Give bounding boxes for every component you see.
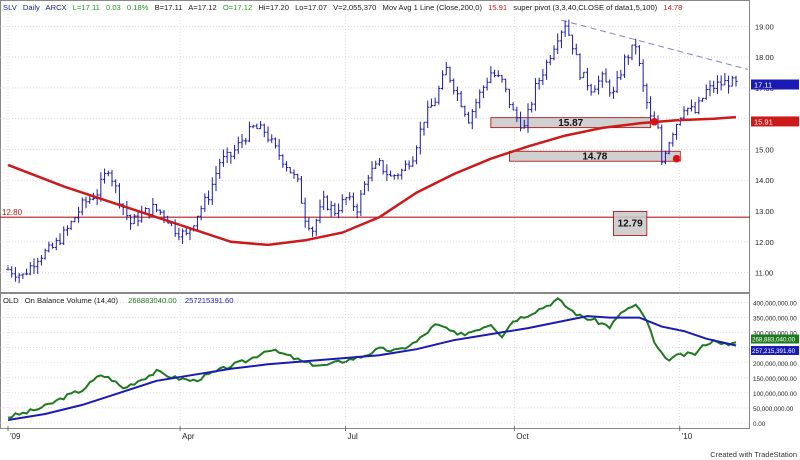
obv-last-value-tag [751, 334, 799, 344]
header-change: 0.03 [106, 3, 121, 12]
obv-value1: 268883040.00 [128, 296, 177, 305]
price-last-value-tag [751, 116, 799, 127]
obv-last-value-tag [751, 346, 799, 356]
price-last-value-tag [751, 79, 799, 90]
price-y-tick-label: 18.00 [755, 53, 774, 62]
pivot-dots [650, 117, 681, 163]
level-label: 14.78 [582, 152, 607, 163]
watermark: Created with TradeStation [710, 450, 797, 459]
price-y-tick-label: 15.00 [755, 145, 774, 154]
x-axis: '09 Apr Jul Oct '10 [7, 14, 693, 441]
header-high: Hi=17.20 [258, 3, 289, 12]
price-panel [0, 0, 750, 293]
obv-panel [0, 293, 750, 429]
price-y-tick-label: 12.00 [755, 238, 774, 247]
header-ma-value: 15.91 [488, 3, 507, 12]
obv-last-value-label: 268,883,040.00 [752, 337, 796, 344]
obv-average-line [7, 315, 737, 421]
level-label: 15.87 [558, 118, 583, 129]
header-bid: B=17.11 [155, 3, 183, 12]
obv-y-axis: 400,000,000.00 350,000,000.00 300,000,000.… [753, 301, 797, 428]
level-label: 12.79 [618, 218, 643, 229]
obv-y-tick-label: 0.00 [753, 421, 766, 428]
pivot-levels: 15.87 14.78 12.79 [490, 117, 681, 236]
header-symbol: SLV [3, 3, 18, 12]
resistance-trendline [561, 19, 749, 70]
obv-y-tick-label: 400,000,000.00 [753, 301, 797, 308]
price-y-tick-label: 11.00 [755, 269, 773, 278]
header-pivot-label: super pivot (3,3,40,CLOSE of data1,5,100… [513, 3, 657, 12]
last-value-tags: 17.11 15.91 268,883,040.00 257,215,391.60 [751, 79, 799, 356]
header-change-pct: 0.18% [127, 3, 149, 12]
header-last: L=17.11 [73, 3, 100, 12]
header-ask: A=17.12 [188, 3, 217, 12]
x-tick-label: Oct [516, 432, 529, 441]
obv-header: OLD On Balance Volume (14,40) 268883040.… [3, 296, 233, 305]
obv-indicator: OLD [3, 296, 19, 305]
obv-y-tick-label: 350,000,000.00 [753, 316, 797, 323]
chart-header: SLV Daily ARCX L=17.11 0.03 0.18% B=17.1… [3, 3, 682, 12]
obv-value2: 257215391.60 [185, 296, 234, 305]
x-tick-label: '09 [10, 432, 21, 441]
obv-line [7, 297, 737, 419]
header-interval: Daily [23, 3, 40, 12]
header-ma-label: Mov Avg 1 Line (Close,200,0) [383, 3, 483, 12]
price-y-tick-label: 19.00 [755, 22, 774, 31]
pivot-dot [672, 154, 681, 163]
obv-y-tick-label: 200,000,000.00 [753, 361, 797, 368]
price-y-tick-label: 13.00 [755, 207, 774, 216]
price-y-axis: 19.0018.0017.0016.0015.0014.0013.0012.00… [755, 22, 774, 277]
level-box [613, 211, 648, 236]
x-tick-label: Apr [182, 432, 195, 441]
header-exchange: ARCX [46, 3, 67, 12]
level-box [509, 150, 681, 162]
obv-y-tick-label: 150,000,000.00 [753, 376, 797, 383]
price-y-tick-label: 14.00 [755, 176, 774, 185]
ma-200-line [7, 115, 737, 247]
pivot-dot [650, 117, 659, 126]
horizontal-level-label: 12.80 [2, 208, 23, 217]
obv-last-value-label: 257,215,391.60 [752, 348, 796, 355]
x-tick-label: Jul [348, 432, 358, 441]
price-last-value-label: 15.91 [754, 117, 773, 126]
obv-y-tick-label: 100,000,000.00 [753, 391, 797, 398]
header-low: Lo=17.07 [295, 3, 327, 12]
obv-y-tick-label: 300,000,000.00 [753, 331, 797, 338]
obv-y-tick-label: 50,000,000.00 [753, 406, 794, 413]
obv-name: On Balance Volume (14,40) [25, 296, 119, 305]
header-volume: V=2,055,370 [333, 3, 376, 12]
header-open: O=17.12 [223, 3, 252, 12]
header-pivot-value: 14.78 [663, 3, 682, 12]
price-last-value-label: 17.11 [754, 81, 772, 90]
x-tick-label: '10 [682, 432, 693, 441]
